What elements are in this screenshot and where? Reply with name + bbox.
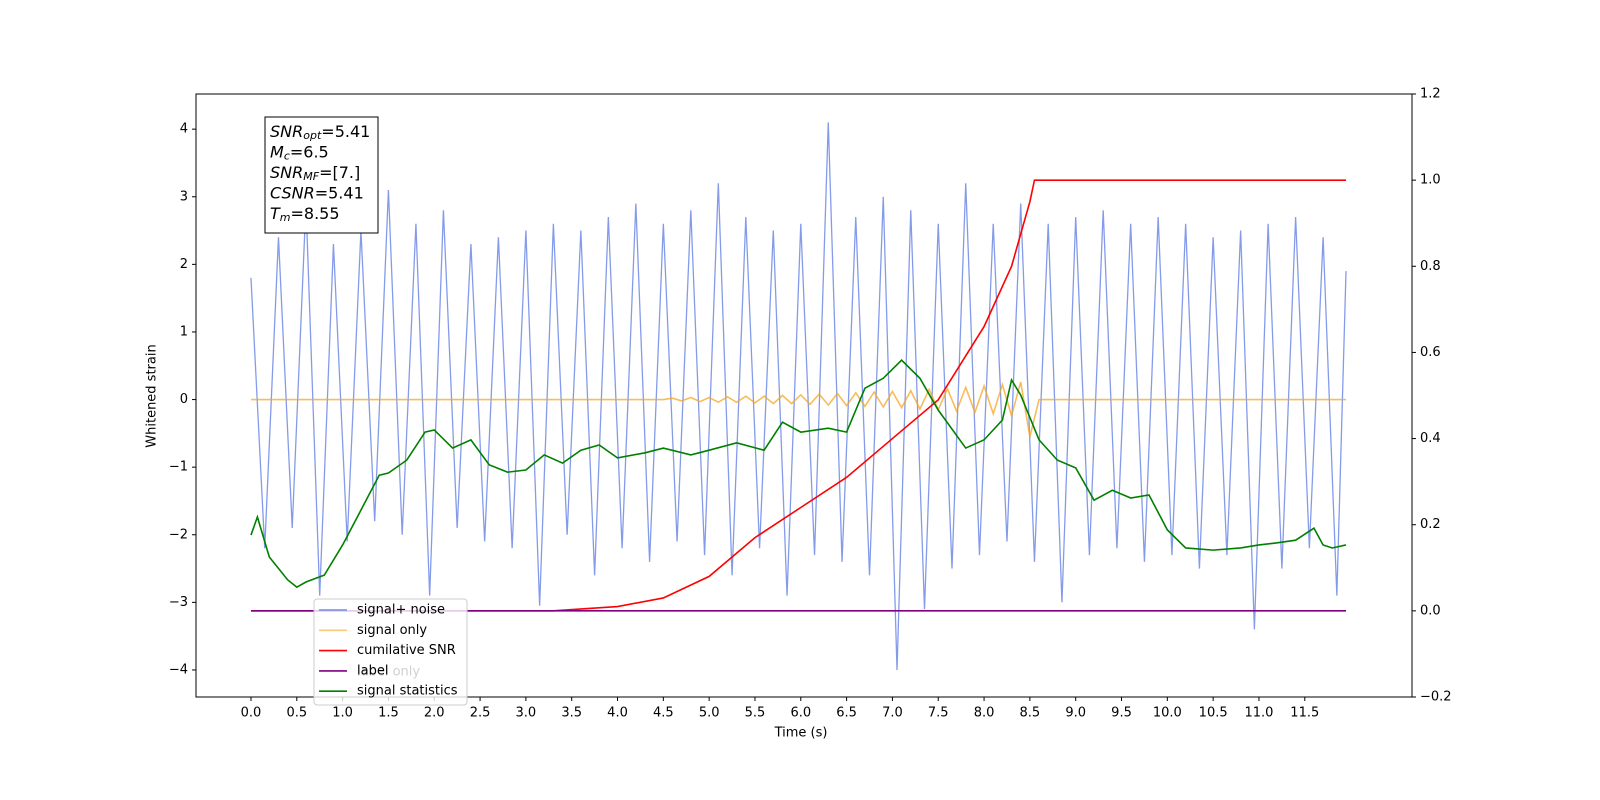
series-line	[250, 179, 1347, 612]
x-tick-label: 4.5	[653, 706, 674, 721]
y-tick-label: 3	[180, 189, 188, 204]
x-tick-label: 10.5	[1199, 706, 1228, 721]
stats-value: =8.55	[291, 204, 340, 223]
x-tick-label: 9.5	[1111, 706, 1132, 721]
legend-label: label	[357, 663, 388, 678]
y2-tick-label: −0.2	[1420, 690, 1452, 705]
series-line	[250, 381, 1347, 437]
x-tick-label: 8.0	[974, 706, 995, 721]
stats-sub: MF	[303, 170, 319, 183]
x-tick-label: 9.0	[1065, 706, 1086, 721]
y-axis-label: Whitened strain	[145, 344, 160, 447]
x-tick-label: 3.5	[561, 706, 582, 721]
y-tick-label: 4	[180, 122, 188, 137]
x-tick-label: 3.0	[516, 706, 537, 721]
stats-box-frame	[264, 116, 379, 234]
x-tick-label: 6.5	[836, 706, 857, 721]
legend-label: cumilative SNR	[357, 643, 456, 658]
y-tick-label: 2	[180, 257, 188, 272]
x-tick-label: 1.0	[332, 706, 353, 721]
stats-symbol: T	[270, 204, 281, 223]
y2-tick-label: 1.0	[1420, 173, 1441, 188]
stats-sub: opt	[303, 129, 322, 142]
x-tick-label: 11.0	[1244, 706, 1273, 721]
stats-value: =6.5	[290, 142, 329, 161]
ghost-text: label only	[357, 665, 420, 680]
legend-label: signal+ noise	[357, 603, 445, 618]
stats-symbol: CSNR	[270, 183, 315, 202]
y2-tick-label: 0.0	[1420, 603, 1441, 618]
y2-tick-label: 1.2	[1420, 87, 1441, 102]
y-tick-label: −4	[169, 662, 188, 677]
y2-tick-label: 0.4	[1420, 431, 1441, 446]
stats-symbol: SNR	[270, 122, 303, 141]
legend-label: signal only	[357, 623, 427, 638]
stats-symbol: SNR	[270, 163, 303, 182]
x-tick-label: 6.0	[790, 706, 811, 721]
legend-label: signal statistics	[357, 684, 458, 699]
x-tick-label: 5.0	[699, 706, 720, 721]
x-tick-label: 2.5	[470, 706, 491, 721]
x-tick-label: 4.0	[607, 706, 628, 721]
stats-line: Mc=6.5	[270, 142, 329, 163]
legend-frame	[313, 598, 468, 706]
x-tick-label: 0.5	[286, 706, 307, 721]
y-tick-label: 1	[180, 324, 188, 339]
y-tick-label: 0	[180, 392, 188, 407]
x-tick-label: 7.0	[882, 706, 903, 721]
y2-tick-label: 0.6	[1420, 345, 1441, 360]
plot-frame	[195, 93, 1413, 698]
stats-sub: c	[284, 150, 290, 163]
x-tick-label: 1.5	[378, 706, 399, 721]
x-tick-label: 5.5	[745, 706, 766, 721]
stats-value: =[7.]	[319, 163, 360, 182]
stats-value: =5.41	[321, 122, 370, 141]
stats-line: SNRMF=[7.]	[270, 163, 360, 184]
y-tick-label: −1	[169, 460, 188, 475]
y-tick-label: −3	[169, 595, 188, 610]
x-tick-label: 8.5	[1020, 706, 1041, 721]
stats-symbol: M	[270, 142, 284, 161]
legend: label only signal+ noise signal only cumila…	[313, 598, 468, 706]
stats-line: SNRopt=5.41	[270, 122, 370, 143]
y2-tick-label: 0.8	[1420, 259, 1441, 274]
x-tick-label: 0.0	[241, 706, 262, 721]
stats-line: Tm=8.55	[270, 204, 340, 225]
x-tick-label: 2.0	[424, 706, 445, 721]
series-line	[250, 359, 1347, 589]
y2-tick-label: 0.2	[1420, 517, 1441, 532]
x-tick-label: 10.0	[1153, 706, 1182, 721]
stats-box: SNRopt=5.41Mc=6.5SNRMF=[7.]CSNR=5.41Tm=8…	[264, 116, 379, 234]
x-tick-label: 11.5	[1290, 706, 1319, 721]
x-tick-label: 7.5	[928, 706, 949, 721]
stats-value: =5.41	[315, 183, 364, 202]
series-line	[250, 122, 1347, 670]
y-tick-label: −2	[169, 527, 188, 542]
stats-line: CSNR=5.41	[270, 183, 364, 202]
stats-sub: m	[280, 211, 291, 224]
x-axis-label: Time (s)	[774, 726, 828, 741]
